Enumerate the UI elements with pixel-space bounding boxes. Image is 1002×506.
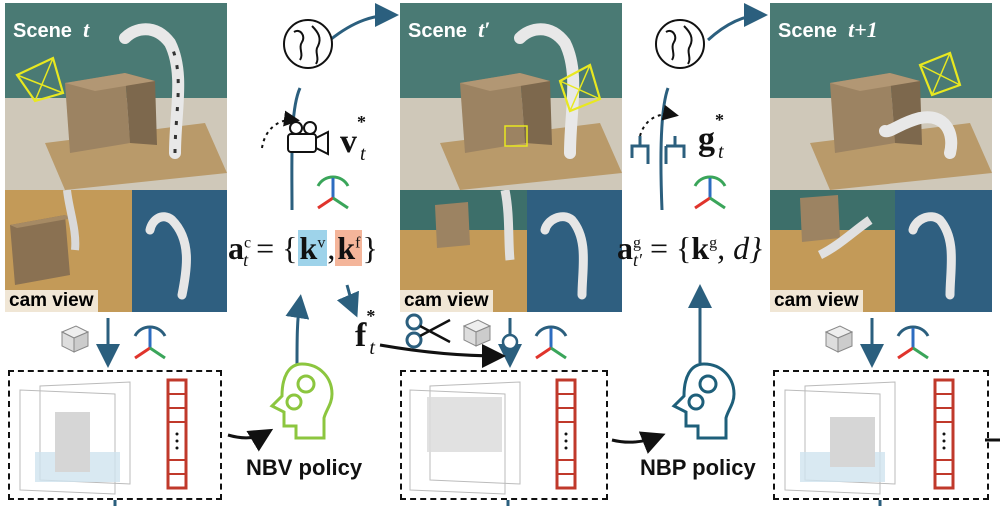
scene-t-render (5, 3, 227, 190)
rotation-axes-icon (316, 175, 350, 210)
kf-token: kf (335, 230, 363, 266)
head-gears-icon (269, 362, 334, 440)
g-star-label: g*t (698, 110, 724, 163)
scissors-icon (405, 313, 451, 349)
v-star-label: v*t (340, 112, 366, 165)
voxel-grid-tprime (409, 378, 577, 495)
voxel-cube-icon (824, 325, 854, 353)
gripper-icon (630, 136, 686, 164)
globe-icon (283, 19, 333, 69)
voxel-grid-t (19, 378, 188, 495)
state-box-t1 (773, 370, 989, 500)
voxel-grid-t1 (784, 378, 955, 495)
cam-view-tprime: cam view (400, 190, 527, 312)
scene-tprime-title: Scene t′ (408, 17, 491, 42)
f-star-label: f*t (355, 306, 376, 359)
scene-t-title: Scene t (13, 17, 90, 42)
cam-view-label-t: cam view (5, 290, 98, 312)
camera-icon (287, 121, 329, 156)
cam-view-t: cam view (5, 190, 132, 312)
robot-view-t1 (895, 190, 992, 312)
globe-icon (655, 19, 705, 69)
token-stack-t1 (933, 378, 955, 490)
cam-view-label-t1: cam view (770, 290, 863, 312)
scene-t1-image: Scene t+1 (770, 3, 992, 190)
scene-tprime-image: Scene t′ (400, 3, 622, 190)
nbp-policy-label: NBP policy (640, 455, 756, 480)
voxel-cube-icon (462, 319, 492, 347)
token-stack-t (166, 378, 188, 490)
rotation-axes-icon (896, 325, 930, 360)
action-c-equation: act = {kv,kf} (228, 230, 378, 271)
robot-view-tprime (527, 190, 622, 312)
scene-t1-title: Scene t+1 (778, 17, 878, 42)
robot-view-t (132, 190, 227, 312)
action-g-equation: agt′ = {kg, d} (617, 230, 762, 271)
cam-view-label-tprime: cam view (400, 290, 493, 312)
rotation-axes-icon (534, 325, 568, 360)
kv-token: kv (297, 230, 328, 266)
nbv-policy-label: NBV policy (246, 455, 363, 480)
head-gears-icon (671, 362, 736, 440)
state-box-tprime (400, 370, 608, 500)
token-stack-tprime (555, 378, 577, 490)
rotation-axes-icon (133, 325, 167, 360)
voxel-cube-icon (60, 325, 90, 353)
rotation-axes-icon (693, 175, 727, 210)
target-box-icon (504, 125, 528, 147)
cam-view-t1: cam view (770, 190, 895, 312)
scene-t-image: Scene t (5, 3, 227, 190)
state-box-t (8, 370, 222, 500)
